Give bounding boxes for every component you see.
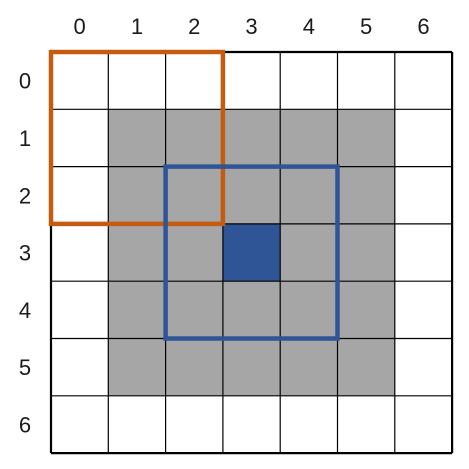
row-label-4: 4 <box>19 298 31 323</box>
center-cell-r3-c3 <box>222 223 281 282</box>
shaded-cell-r2-c3 <box>222 166 281 224</box>
cell-r5-c0 <box>51 338 109 396</box>
shaded-cell-r1-c1 <box>108 109 166 167</box>
cell-r5-c6 <box>394 338 453 396</box>
cell-r2-c6 <box>394 166 453 224</box>
shaded-cell-r4-c2 <box>165 281 223 339</box>
cell-r3-c6 <box>394 223 453 282</box>
shaded-cell-r4-c4 <box>280 281 338 339</box>
row-label-3: 3 <box>19 241 31 266</box>
row-label-6: 6 <box>19 412 31 437</box>
row-label-5: 5 <box>19 355 31 380</box>
cell-r6-c4 <box>280 395 338 454</box>
blue-box <box>163 164 340 341</box>
cell-r0-c5 <box>337 52 395 110</box>
shaded-cell-r4-c1 <box>108 281 166 339</box>
row-labels: 0 1 2 3 4 5 6 <box>19 69 31 438</box>
cell-r6-c2 <box>165 395 223 454</box>
shaded-cell-r3-c4 <box>280 223 338 282</box>
cell-r0-c0 <box>51 52 109 110</box>
cell-r0-c4 <box>280 52 338 110</box>
cell-r1-c6 <box>394 109 453 167</box>
cell-r6-c6 <box>394 395 453 454</box>
cell-r0-c3 <box>222 52 281 110</box>
col-label-4: 4 <box>303 14 315 39</box>
shaded-cell-r1-c5 <box>337 109 395 167</box>
shaded-cell-r4-c3 <box>222 281 281 339</box>
shaded-cell-r5-c2 <box>165 338 223 396</box>
shaded-cell-r5-c4 <box>280 338 338 396</box>
cell-r4-c0 <box>51 281 109 339</box>
shaded-cell-r2-c5 <box>337 166 395 224</box>
row-label-0: 0 <box>19 69 31 94</box>
shaded-cell-r5-c5 <box>337 338 395 396</box>
shaded-cell-r4-c5 <box>337 281 395 339</box>
col-label-3: 3 <box>245 14 257 39</box>
shaded-cell-r1-c2 <box>165 109 223 167</box>
col-label-6: 6 <box>417 14 429 39</box>
shaded-cell-r2-c2 <box>165 166 223 224</box>
cell-r0-c2 <box>165 52 223 110</box>
row-label-2: 2 <box>19 183 31 208</box>
cell-r6-c5 <box>337 395 395 454</box>
grid-cells <box>51 52 453 454</box>
cell-r0-c1 <box>108 52 166 110</box>
shaded-cell-r5-c3 <box>222 338 281 396</box>
col-label-0: 0 <box>74 14 86 39</box>
orange-box <box>48 49 226 227</box>
cell-r6-c0 <box>51 395 109 454</box>
col-label-5: 5 <box>360 14 372 39</box>
shaded-cell-r2-c1 <box>108 166 166 224</box>
shaded-cell-r3-c1 <box>108 223 166 282</box>
cell-r4-c6 <box>394 281 453 339</box>
cell-r3-c0 <box>51 223 109 282</box>
column-labels: 0 1 2 3 4 5 6 <box>74 14 430 39</box>
col-label-1: 1 <box>131 14 143 39</box>
shaded-cell-r3-c5 <box>337 223 395 282</box>
col-label-2: 2 <box>188 14 200 39</box>
shaded-cell-r1-c3 <box>222 109 281 167</box>
shaded-cell-r5-c1 <box>108 338 166 396</box>
shaded-cell-r3-c2 <box>165 223 223 282</box>
highlight-boxes <box>48 49 340 341</box>
shaded-cell-r1-c4 <box>280 109 338 167</box>
cell-r6-c1 <box>108 395 166 454</box>
cell-r0-c6 <box>394 52 453 110</box>
shaded-cell-r2-c4 <box>280 166 338 224</box>
row-label-1: 1 <box>19 126 31 151</box>
cell-r2-c0 <box>51 166 109 224</box>
cell-r1-c0 <box>51 109 109 167</box>
cell-r6-c3 <box>222 395 281 454</box>
